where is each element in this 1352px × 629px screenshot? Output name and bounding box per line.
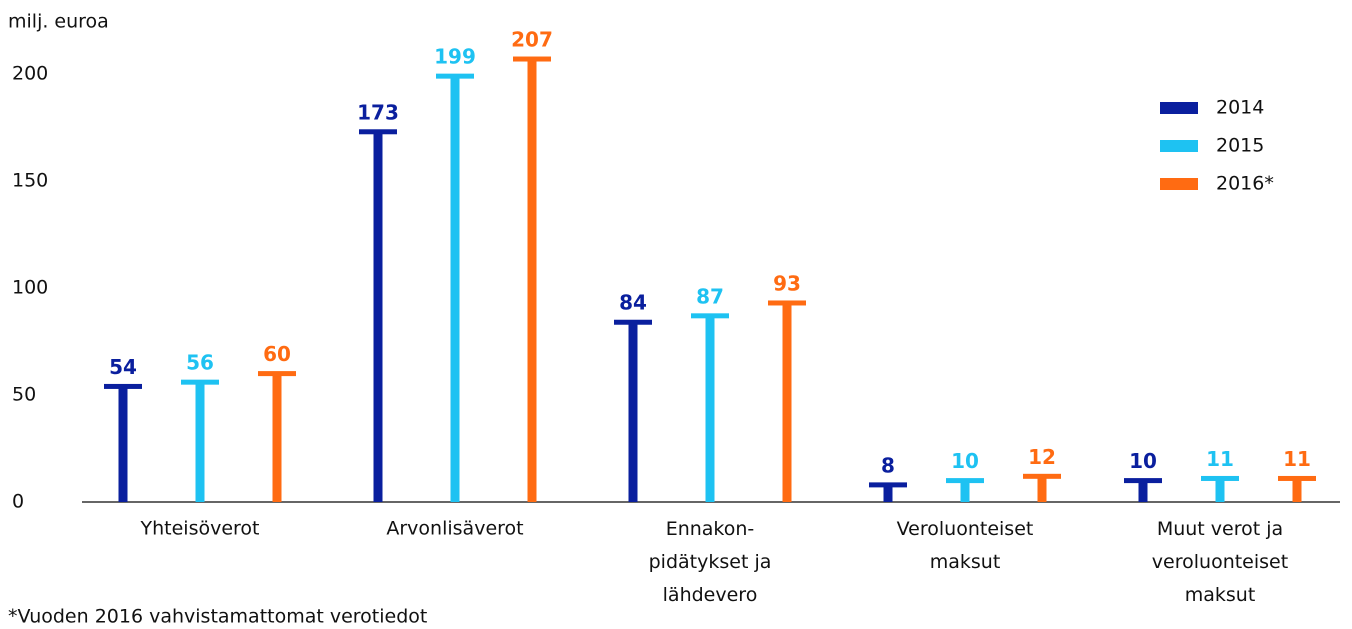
x-tick-label: Yhteisöverot (140, 518, 260, 540)
bar-stem (960, 480, 970, 502)
bar (1023, 473, 1061, 502)
bar-stem (1292, 478, 1302, 502)
bar-cap (513, 56, 551, 62)
bar (436, 73, 474, 502)
bar-stem (1215, 478, 1225, 502)
bar-cap (869, 482, 907, 488)
bar-cap (359, 129, 397, 135)
bar-stem (195, 382, 205, 502)
bar (1201, 475, 1239, 502)
bar-stem (373, 131, 383, 502)
bar-cap (436, 73, 474, 79)
bar-cap (1201, 475, 1239, 481)
bar (1278, 475, 1316, 502)
x-tick-label: Ennakon-pidätykset ja lähdevero (649, 518, 772, 606)
x-tick-label: Arvonlisäverot (386, 518, 523, 540)
bar-stem (450, 76, 460, 502)
value-label: 199 (434, 45, 476, 69)
bar-stem (1037, 476, 1047, 502)
value-label: 10 (951, 449, 979, 473)
x-tick-label: Muut verot ja veroluonteiset maksut (1152, 518, 1288, 606)
bar-stem (883, 484, 893, 502)
value-label: 11 (1206, 447, 1234, 471)
bar-stem (628, 322, 638, 502)
bar (768, 300, 806, 502)
bar-stem (782, 302, 792, 502)
y-tick-label: 50 (12, 384, 36, 406)
y-tick-label: 0 (12, 491, 24, 513)
y-tick-label: 200 (12, 63, 48, 85)
value-label: 84 (619, 291, 647, 315)
legend-swatch (1160, 178, 1198, 190)
value-label: 56 (186, 351, 214, 375)
bar-cap (1023, 473, 1061, 479)
y-axis-label: milj. euroa (8, 11, 109, 33)
bar-cap (691, 313, 729, 319)
bar-cap (181, 379, 219, 385)
bar (869, 482, 907, 502)
bar (359, 129, 397, 502)
legend-label: 2014 (1216, 97, 1264, 119)
value-label: 10 (1129, 449, 1157, 473)
value-label: 54 (109, 355, 137, 379)
bar (104, 383, 142, 502)
bar-cap (104, 383, 142, 389)
bar (181, 379, 219, 502)
bar (1124, 478, 1162, 502)
legend-swatch (1160, 140, 1198, 152)
legend-label: 2015 (1216, 135, 1264, 157)
value-label: 207 (511, 28, 553, 52)
y-tick-label: 150 (12, 170, 48, 192)
value-label: 93 (773, 271, 801, 295)
bar (614, 319, 652, 502)
bar-cap (768, 300, 806, 306)
bar-stem (705, 315, 715, 502)
value-label: 60 (263, 342, 291, 366)
bar-cap (1278, 475, 1316, 481)
legend-swatch (1160, 102, 1198, 114)
bar-stem (527, 59, 537, 503)
bar (691, 313, 729, 502)
value-label: 173 (357, 100, 399, 124)
y-tick-label: 100 (12, 277, 48, 299)
bar-cap (614, 319, 652, 325)
bar-stem (118, 386, 128, 502)
bar-stem (272, 373, 282, 502)
bar-stem (1138, 480, 1148, 502)
bar-cap (946, 478, 984, 484)
bar-cap (258, 371, 296, 377)
value-label: 8 (881, 453, 895, 477)
bar-cap (1124, 478, 1162, 484)
bar (258, 371, 296, 502)
x-tick-label: Veroluonteiset maksut (897, 518, 1034, 573)
value-label: 12 (1028, 445, 1056, 469)
bar (946, 478, 984, 502)
value-label: 87 (696, 284, 724, 308)
value-label: 11 (1283, 447, 1311, 471)
bar (513, 56, 551, 503)
legend-label: 2016* (1216, 173, 1274, 195)
footnote: *Vuoden 2016 vahvistamattomat verotiedot (8, 606, 427, 628)
